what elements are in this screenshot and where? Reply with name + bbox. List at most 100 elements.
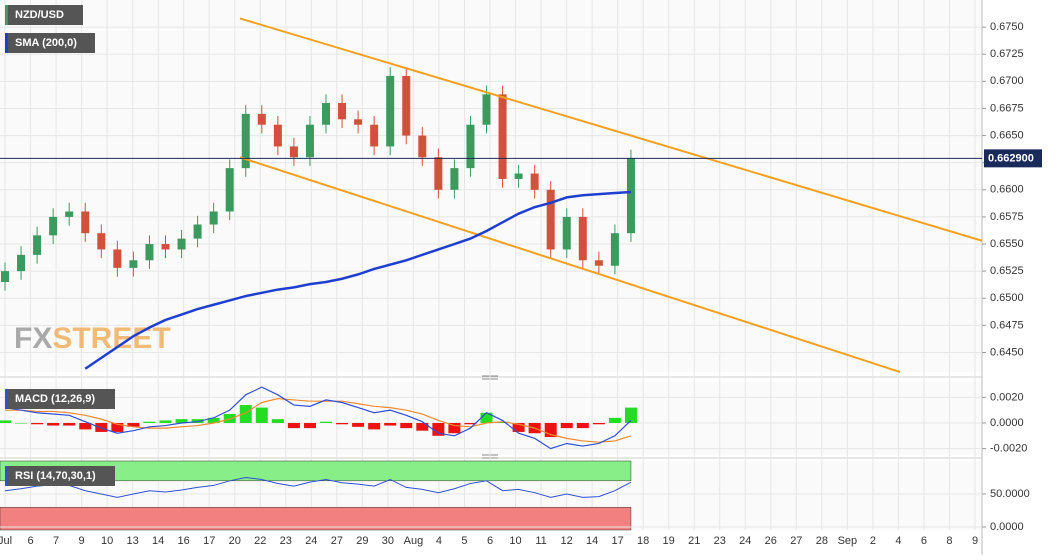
macd-histogram-bar xyxy=(159,420,172,423)
macd-histogram-bar xyxy=(287,422,300,429)
macd-histogram-bar xyxy=(464,422,477,425)
sma-line xyxy=(84,190,632,370)
label-box xyxy=(5,466,115,486)
x-tick-label: 2 xyxy=(870,535,876,547)
x-tick-label: 16 xyxy=(178,535,190,547)
y-tick-label: 0.6475 xyxy=(990,319,1024,331)
y-tick-label: 0.6575 xyxy=(990,211,1024,223)
label-accent xyxy=(5,5,8,25)
last-price-box xyxy=(984,149,1042,168)
x-tick-label: 21 xyxy=(688,535,700,547)
signal-line xyxy=(5,398,632,443)
indicator-label: MACD (12,26,9) xyxy=(15,393,95,405)
x-tick-label: 22 xyxy=(254,535,266,547)
indicator-label: NZD/USD xyxy=(15,9,64,21)
x-tick-label: 17 xyxy=(612,535,624,547)
last-price-label: 0.662900 xyxy=(988,152,1034,164)
label-box xyxy=(5,33,95,53)
macd-histogram-bar xyxy=(191,419,204,423)
macd-histogram-bar xyxy=(336,422,349,425)
y-tick-label: 0.6650 xyxy=(990,129,1024,141)
macd-histogram-bar xyxy=(560,422,573,429)
y-tick-label: 0.6600 xyxy=(990,184,1024,196)
macd-histogram-bar xyxy=(79,422,92,430)
candle-body xyxy=(578,216,587,261)
x-tick-label: 10 xyxy=(101,535,113,547)
candle-body xyxy=(81,211,90,234)
rsi-line xyxy=(4,477,632,498)
label-accent xyxy=(5,389,8,409)
trendline xyxy=(239,156,901,373)
x-tick-label: 30 xyxy=(382,535,394,547)
y-tick-label: 0.6550 xyxy=(990,238,1024,250)
candle-body xyxy=(450,168,459,190)
macd-line xyxy=(4,386,632,450)
y-tick-label: 0.0000 xyxy=(990,521,1024,533)
macd-histogram-bar xyxy=(175,419,188,423)
candle-body xyxy=(225,168,234,212)
x-tick-label: 6 xyxy=(921,535,927,547)
macd-histogram-bar xyxy=(63,422,76,426)
macd-histogram-bar xyxy=(592,422,605,425)
x-tick-label: 29 xyxy=(356,535,368,547)
label-accent xyxy=(5,33,8,53)
x-tick-label: 27 xyxy=(790,535,802,547)
label-box xyxy=(5,5,83,25)
macd-histogram-bar xyxy=(416,422,429,431)
macd-histogram-bar xyxy=(480,412,493,423)
candle-body xyxy=(434,157,443,190)
candle-body xyxy=(338,103,347,120)
candle-body xyxy=(610,233,619,266)
x-tick-label: 17 xyxy=(203,535,215,547)
x-tick-label: 14 xyxy=(152,535,164,547)
candle-body xyxy=(113,249,122,268)
candle-body xyxy=(370,124,379,147)
candle-body xyxy=(482,94,491,125)
macd-histogram-bar xyxy=(320,421,332,423)
candle-body xyxy=(129,260,138,268)
macd-histogram-bar xyxy=(303,422,316,429)
y-tick-label: -0.0020 xyxy=(990,443,1027,455)
macd-histogram-bar xyxy=(47,422,60,426)
x-tick-label: 8 xyxy=(946,535,952,547)
candle-body xyxy=(65,211,74,217)
macd-histogram-bar xyxy=(512,422,525,432)
y-tick-label: 0.6525 xyxy=(990,265,1024,277)
x-tick-label: Sep xyxy=(838,535,858,547)
x-tick-label: 24 xyxy=(305,535,317,547)
macd-histogram-bar xyxy=(384,422,397,426)
x-tick-label: 27 xyxy=(331,535,343,547)
macd-histogram-bar xyxy=(31,422,44,425)
candle-body xyxy=(498,94,507,179)
macd-histogram-bar xyxy=(368,422,381,430)
candle-body xyxy=(177,238,186,250)
y-tick-label: 0.0000 xyxy=(990,417,1024,429)
x-tick-label: 23 xyxy=(280,535,292,547)
x-tick-label: Jul xyxy=(0,535,12,547)
oversold-zone xyxy=(0,506,632,531)
candle-body xyxy=(466,124,475,169)
indicator-label: RSI (14,70,30,1) xyxy=(15,470,96,482)
x-tick-label: 4 xyxy=(895,535,901,547)
macd-histogram-bar xyxy=(432,422,445,436)
y-tick-label: 0.6700 xyxy=(990,75,1024,87)
macd-histogram-bar xyxy=(271,419,284,423)
x-tick-label: Aug xyxy=(404,535,424,547)
candle-body xyxy=(209,211,218,225)
x-tick-label: 12 xyxy=(560,535,572,547)
y-tick-label: 50.0000 xyxy=(990,488,1030,500)
candle-body xyxy=(17,254,26,272)
macd-histogram-bar xyxy=(400,422,413,429)
x-tick-label: 18 xyxy=(637,535,649,547)
x-tick-label: 6 xyxy=(487,535,493,547)
watermark: FXSTREET xyxy=(14,322,171,355)
candle-body xyxy=(354,119,363,125)
macd-histogram-bar xyxy=(576,422,589,429)
candle-body xyxy=(257,113,266,125)
x-tick-label: 5 xyxy=(461,535,467,547)
x-tick-label: 20 xyxy=(229,535,241,547)
macd-histogram-bar xyxy=(496,421,509,423)
y-tick-label: 0.6450 xyxy=(990,346,1024,358)
candle-body xyxy=(273,124,282,147)
x-tick-label: 28 xyxy=(816,535,828,547)
